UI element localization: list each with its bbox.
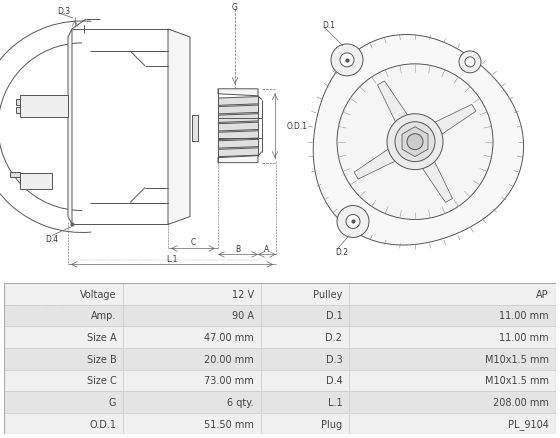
Bar (261, 348, 349, 370)
Circle shape (337, 65, 493, 220)
Bar (4, 348, 123, 370)
Bar (349, 283, 556, 305)
Bar (349, 327, 556, 348)
Bar (123, 348, 261, 370)
Text: 73.00 mm: 73.00 mm (204, 375, 254, 385)
Circle shape (465, 58, 475, 68)
Bar (123, 327, 261, 348)
Polygon shape (434, 105, 476, 135)
Bar (4, 391, 123, 413)
Polygon shape (422, 161, 452, 203)
Circle shape (346, 215, 360, 229)
Text: Size A: Size A (87, 332, 116, 343)
Bar (192, 116, 198, 141)
Text: 11.00 mm: 11.00 mm (500, 332, 549, 343)
Bar (4, 305, 123, 327)
Text: 12 V: 12 V (232, 289, 254, 299)
Bar (4, 370, 123, 391)
Bar (123, 283, 261, 305)
Text: 6 qty.: 6 qty. (227, 397, 254, 407)
Text: D.2: D.2 (325, 332, 342, 343)
Text: A0161: A0161 (5, 295, 69, 313)
Text: D.3: D.3 (57, 7, 70, 17)
Text: PL_9104: PL_9104 (508, 418, 549, 429)
Text: L.1: L.1 (166, 254, 178, 263)
Text: 47.00 mm: 47.00 mm (204, 332, 254, 343)
Text: 51.50 mm: 51.50 mm (204, 419, 254, 429)
Text: M10x1.5 mm: M10x1.5 mm (485, 354, 549, 364)
Bar (123, 391, 261, 413)
Polygon shape (402, 127, 428, 157)
Bar (261, 283, 349, 305)
Bar (4, 327, 123, 348)
Text: D.4: D.4 (325, 375, 342, 385)
Text: Plug: Plug (321, 419, 342, 429)
Bar (349, 391, 556, 413)
Bar (10, 172, 20, 177)
Circle shape (340, 54, 354, 68)
Bar (261, 391, 349, 413)
Polygon shape (218, 90, 258, 96)
Circle shape (331, 45, 363, 77)
Text: O.D.1: O.D.1 (90, 419, 116, 429)
Text: D.3: D.3 (325, 354, 342, 364)
Text: O.D.1: O.D.1 (287, 122, 308, 131)
Circle shape (459, 52, 481, 74)
Text: D.1: D.1 (325, 311, 342, 321)
Text: G: G (109, 397, 116, 407)
Text: AP: AP (536, 289, 549, 299)
Bar (4, 283, 123, 305)
Text: D.4: D.4 (45, 234, 59, 244)
Text: D.2: D.2 (335, 247, 348, 256)
Bar (20, 95, 68, 117)
Text: B: B (235, 244, 241, 253)
Bar (261, 327, 349, 348)
Circle shape (407, 134, 423, 150)
Bar (349, 370, 556, 391)
Bar (261, 370, 349, 391)
Text: L.1: L.1 (328, 397, 342, 407)
Text: M10x1.5 mm: M10x1.5 mm (485, 375, 549, 385)
Text: 90 A: 90 A (232, 311, 254, 321)
Bar (4, 413, 123, 434)
Bar (123, 370, 261, 391)
Text: G: G (232, 4, 238, 12)
Text: 208.00 mm: 208.00 mm (493, 397, 549, 407)
Bar (261, 305, 349, 327)
Bar (349, 305, 556, 327)
Text: Amp.: Amp. (91, 311, 116, 321)
Bar (349, 413, 556, 434)
Bar (123, 305, 261, 327)
Bar (20, 173, 52, 189)
Bar (16, 107, 20, 113)
Text: Pulley: Pulley (313, 289, 342, 299)
Polygon shape (68, 30, 72, 225)
Polygon shape (168, 30, 190, 225)
Text: C: C (190, 237, 195, 247)
Text: 20.00 mm: 20.00 mm (204, 354, 254, 364)
Bar (349, 348, 556, 370)
Circle shape (337, 206, 369, 238)
Text: D.1: D.1 (322, 21, 335, 30)
Polygon shape (218, 156, 258, 163)
Bar (123, 413, 261, 434)
Text: Voltage: Voltage (80, 289, 116, 299)
Bar (16, 99, 20, 106)
Text: Size C: Size C (87, 375, 116, 385)
Polygon shape (313, 35, 524, 245)
Polygon shape (377, 82, 408, 124)
Circle shape (387, 114, 443, 170)
Text: A: A (264, 244, 269, 253)
Circle shape (395, 123, 435, 162)
Text: 11.00 mm: 11.00 mm (500, 311, 549, 321)
Polygon shape (354, 149, 396, 180)
Bar (261, 413, 349, 434)
Text: Size B: Size B (87, 354, 116, 364)
